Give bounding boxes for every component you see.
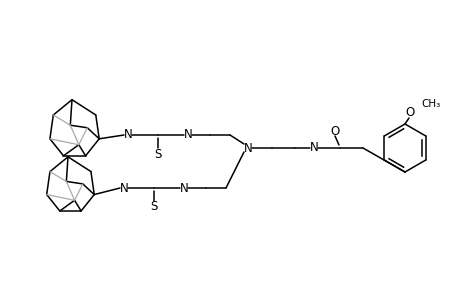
Text: N: N (243, 142, 252, 154)
Text: O: O (330, 124, 339, 137)
Text: N: N (309, 140, 318, 154)
Text: O: O (404, 106, 414, 118)
Text: N: N (183, 128, 192, 140)
Text: S: S (150, 200, 157, 214)
Text: N: N (123, 128, 132, 140)
Text: CH₃: CH₃ (420, 99, 439, 109)
Text: S: S (154, 148, 161, 160)
Text: N: N (179, 182, 188, 196)
Text: N: N (119, 182, 128, 196)
